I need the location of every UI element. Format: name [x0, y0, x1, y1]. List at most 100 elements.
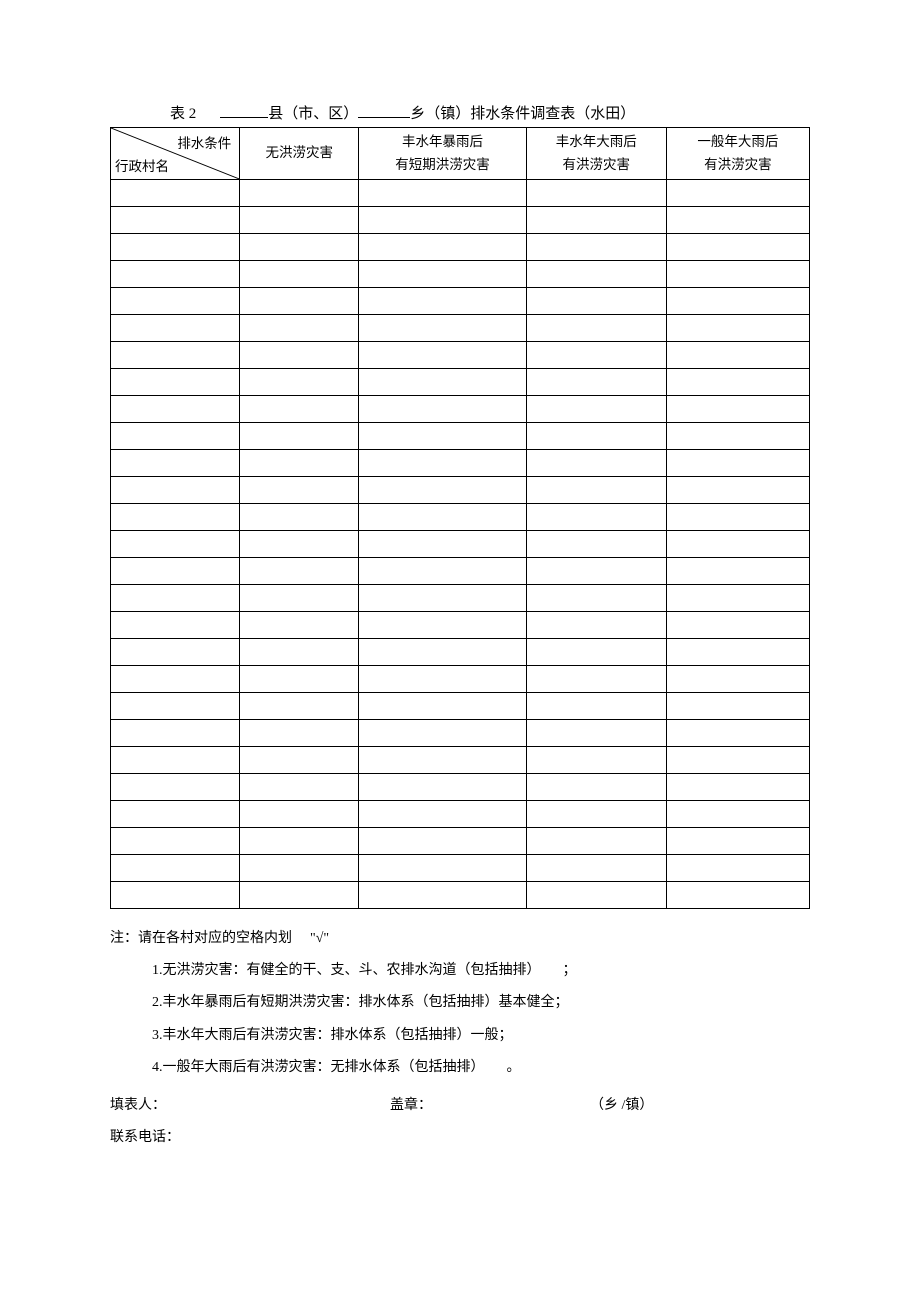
table-cell: [240, 801, 359, 828]
table-cell: [359, 423, 527, 450]
table-cell: [526, 774, 666, 801]
table-cell: [240, 666, 359, 693]
table-cell: [526, 828, 666, 855]
table-row: [111, 531, 810, 558]
table-cell: [359, 558, 527, 585]
table-cell: [359, 693, 527, 720]
table-cell: [240, 747, 359, 774]
table-cell: [240, 693, 359, 720]
table-cell: [666, 558, 809, 585]
table-cell: [111, 396, 240, 423]
table-cell: [359, 774, 527, 801]
table-cell: [359, 612, 527, 639]
table-cell: [666, 531, 809, 558]
table-cell: [526, 693, 666, 720]
header-row: 排水条件 行政村名 无洪涝灾害 丰水年暴雨后 有短期洪涝灾害 丰水年大雨后 有洪…: [111, 128, 810, 180]
table-cell: [359, 342, 527, 369]
table-cell: [359, 639, 527, 666]
col5-header: 一般年大雨后 有洪涝灾害: [666, 128, 809, 180]
table-cell: [111, 801, 240, 828]
note-2: 2.丰水年暴雨后有短期洪涝灾害：排水体系（包括抽排）基本健全；: [110, 987, 810, 1019]
footer-row-1: 填表人： 盖章： （乡 /镇）: [110, 1090, 810, 1122]
survey-table: 排水条件 行政村名 无洪涝灾害 丰水年暴雨后 有短期洪涝灾害 丰水年大雨后 有洪…: [110, 127, 810, 909]
table-cell: [111, 450, 240, 477]
table-cell: [526, 855, 666, 882]
diagonal-header: 排水条件 行政村名: [111, 128, 240, 180]
table-cell: [666, 612, 809, 639]
table-cell: [359, 828, 527, 855]
table-row: [111, 288, 810, 315]
table-row: [111, 585, 810, 612]
table-cell: [666, 261, 809, 288]
table-row: [111, 558, 810, 585]
table-cell: [111, 477, 240, 504]
table-cell: [240, 882, 359, 909]
table-cell: [666, 882, 809, 909]
table-cell: [240, 261, 359, 288]
table-cell: [240, 720, 359, 747]
county-blank: [220, 100, 268, 118]
table-cell: [526, 882, 666, 909]
table-cell: [526, 369, 666, 396]
table-cell: [526, 180, 666, 207]
table-cell: [111, 558, 240, 585]
diag-top-label: 排水条件: [177, 132, 231, 152]
seal-label: 盖章：: [390, 1090, 590, 1122]
table-cell: [359, 450, 527, 477]
note-intro: 注： 请在各村对应的空格内划 "√": [110, 923, 810, 955]
table-cell: [111, 828, 240, 855]
table-row: [111, 612, 810, 639]
town-blank: [358, 100, 410, 118]
table-cell: [111, 369, 240, 396]
table-cell: [240, 450, 359, 477]
table-cell: [111, 855, 240, 882]
table-cell: [240, 396, 359, 423]
table-cell: [666, 855, 809, 882]
table-cell: [240, 612, 359, 639]
table-cell: [359, 261, 527, 288]
table-cell: [111, 180, 240, 207]
table-cell: [526, 234, 666, 261]
table-cell: [240, 585, 359, 612]
table-cell: [666, 342, 809, 369]
table-cell: [240, 477, 359, 504]
table-cell: [526, 207, 666, 234]
table-row: [111, 720, 810, 747]
table-row: [111, 369, 810, 396]
table-cell: [111, 234, 240, 261]
footer-section: 填表人： 盖章： （乡 /镇） 联系电话：: [110, 1090, 810, 1154]
table-cell: [359, 369, 527, 396]
table-cell: [666, 639, 809, 666]
table-cell: [526, 396, 666, 423]
table-row: [111, 504, 810, 531]
phone-label: 联系电话：: [110, 1122, 180, 1154]
table-row: [111, 639, 810, 666]
table-cell: [359, 882, 527, 909]
table-cell: [111, 612, 240, 639]
table-cell: [359, 504, 527, 531]
county-suffix: 县（市、区）: [268, 102, 358, 123]
filler-label: 填表人：: [110, 1090, 390, 1122]
col2-header: 无洪涝灾害: [240, 128, 359, 180]
table-row: [111, 747, 810, 774]
table-cell: [526, 558, 666, 585]
table-cell: [359, 585, 527, 612]
table-cell: [240, 855, 359, 882]
table-row: [111, 342, 810, 369]
table-cell: [359, 801, 527, 828]
table-cell: [666, 180, 809, 207]
table-number: 表 2: [170, 102, 196, 123]
table-cell: [666, 450, 809, 477]
table-cell: [666, 315, 809, 342]
table-cell: [240, 531, 359, 558]
table-cell: [240, 828, 359, 855]
table-cell: [240, 423, 359, 450]
table-cell: [359, 477, 527, 504]
table-cell: [359, 180, 527, 207]
table-cell: [526, 531, 666, 558]
table-cell: [666, 693, 809, 720]
table-cell: [666, 477, 809, 504]
form-title: 表 2 县（市、区） 乡（镇）排水条件调查表（水田）: [110, 100, 810, 123]
table-row: [111, 315, 810, 342]
table-cell: [111, 666, 240, 693]
